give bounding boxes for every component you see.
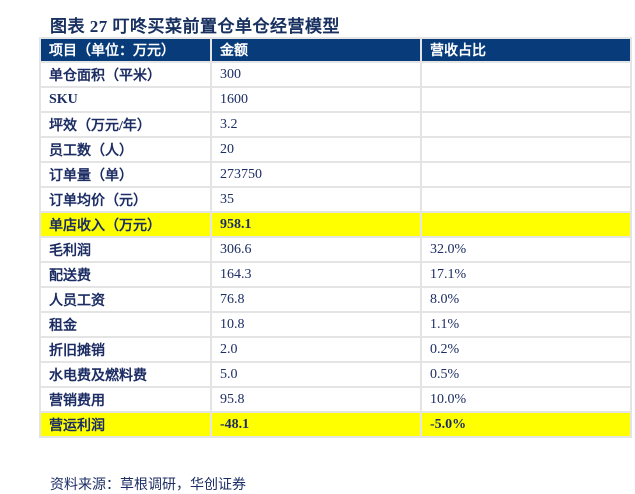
row-item: 毛利润 bbox=[39, 236, 212, 263]
table-row: 水电费及燃料费 5.0 0.5% bbox=[39, 361, 632, 388]
row-share bbox=[420, 161, 632, 188]
table-row: 单仓面积（平米） 300 bbox=[39, 61, 632, 88]
row-item: SKU bbox=[39, 86, 212, 113]
header-item: 项目（单位：万元） bbox=[39, 37, 212, 63]
row-amount: 3.2 bbox=[210, 111, 422, 138]
row-item: 员工数（人） bbox=[39, 136, 212, 163]
table-row: 营销费用 95.8 10.0% bbox=[39, 386, 632, 413]
table-row: 营运利润 -48.1 -5.0% bbox=[39, 411, 632, 438]
row-share bbox=[420, 111, 632, 138]
row-item: 水电费及燃料费 bbox=[39, 361, 212, 388]
table-row: 坪效（万元/年） 3.2 bbox=[39, 111, 632, 138]
table-row: 折旧摊销 2.0 0.2% bbox=[39, 336, 632, 363]
table-row: 人员工资 76.8 8.0% bbox=[39, 286, 632, 313]
row-amount: -48.1 bbox=[210, 411, 422, 438]
row-share bbox=[420, 136, 632, 163]
table-header: 项目（单位：万元） 金额 营收占比 bbox=[39, 37, 632, 63]
row-share: -5.0% bbox=[420, 411, 632, 438]
row-item: 折旧摊销 bbox=[39, 336, 212, 363]
row-amount: 20 bbox=[210, 136, 422, 163]
row-share bbox=[420, 186, 632, 213]
row-item: 人员工资 bbox=[39, 286, 212, 313]
table-row: 员工数（人） 20 bbox=[39, 136, 632, 163]
row-share bbox=[420, 211, 632, 238]
row-share: 0.5% bbox=[420, 361, 632, 388]
table-row: 单店收入（万元） 958.1 bbox=[39, 211, 632, 238]
row-share: 1.1% bbox=[420, 311, 632, 338]
table-row: 租金 10.8 1.1% bbox=[39, 311, 632, 338]
row-item: 单仓面积（平米） bbox=[39, 61, 212, 88]
row-amount: 35 bbox=[210, 186, 422, 213]
header-share: 营收占比 bbox=[420, 37, 632, 63]
row-item: 营销费用 bbox=[39, 386, 212, 413]
row-amount: 273750 bbox=[210, 161, 422, 188]
table-row: SKU 1600 bbox=[39, 86, 632, 113]
row-item: 租金 bbox=[39, 311, 212, 338]
figure-title: 图表 27 叮咚买菜前置仓单仓经营模型 bbox=[50, 17, 340, 36]
header-amount: 金额 bbox=[210, 37, 422, 63]
row-share: 8.0% bbox=[420, 286, 632, 313]
row-item: 坪效（万元/年） bbox=[39, 111, 212, 138]
row-share: 10.0% bbox=[420, 386, 632, 413]
row-share: 0.2% bbox=[420, 336, 632, 363]
row-amount: 76.8 bbox=[210, 286, 422, 313]
table-row: 订单均价（元） 35 bbox=[39, 186, 632, 213]
row-amount: 2.0 bbox=[210, 336, 422, 363]
source-note: 资料来源：草根调研，华创证券 bbox=[50, 478, 246, 493]
row-amount: 5.0 bbox=[210, 361, 422, 388]
row-share bbox=[420, 86, 632, 113]
table-row: 毛利润 306.6 32.0% bbox=[39, 236, 632, 263]
row-share: 17.1% bbox=[420, 261, 632, 288]
table-row: 配送费 164.3 17.1% bbox=[39, 261, 632, 288]
operating-model-table: 项目（单位：万元） 金额 营收占比 单仓面积（平米） 300 SKU 1600 坪效（万… bbox=[39, 37, 632, 438]
row-amount: 1600 bbox=[210, 86, 422, 113]
row-amount: 10.8 bbox=[210, 311, 422, 338]
row-item: 订单量（单） bbox=[39, 161, 212, 188]
row-amount: 306.6 bbox=[210, 236, 422, 263]
row-amount: 958.1 bbox=[210, 211, 422, 238]
table-row: 订单量（单） 273750 bbox=[39, 161, 632, 188]
row-share bbox=[420, 61, 632, 88]
row-amount: 300 bbox=[210, 61, 422, 88]
row-amount: 95.8 bbox=[210, 386, 422, 413]
row-amount: 164.3 bbox=[210, 261, 422, 288]
row-item: 营运利润 bbox=[39, 411, 212, 438]
row-item: 订单均价（元） bbox=[39, 186, 212, 213]
row-item: 单店收入（万元） bbox=[39, 211, 212, 238]
row-item: 配送费 bbox=[39, 261, 212, 288]
row-share: 32.0% bbox=[420, 236, 632, 263]
